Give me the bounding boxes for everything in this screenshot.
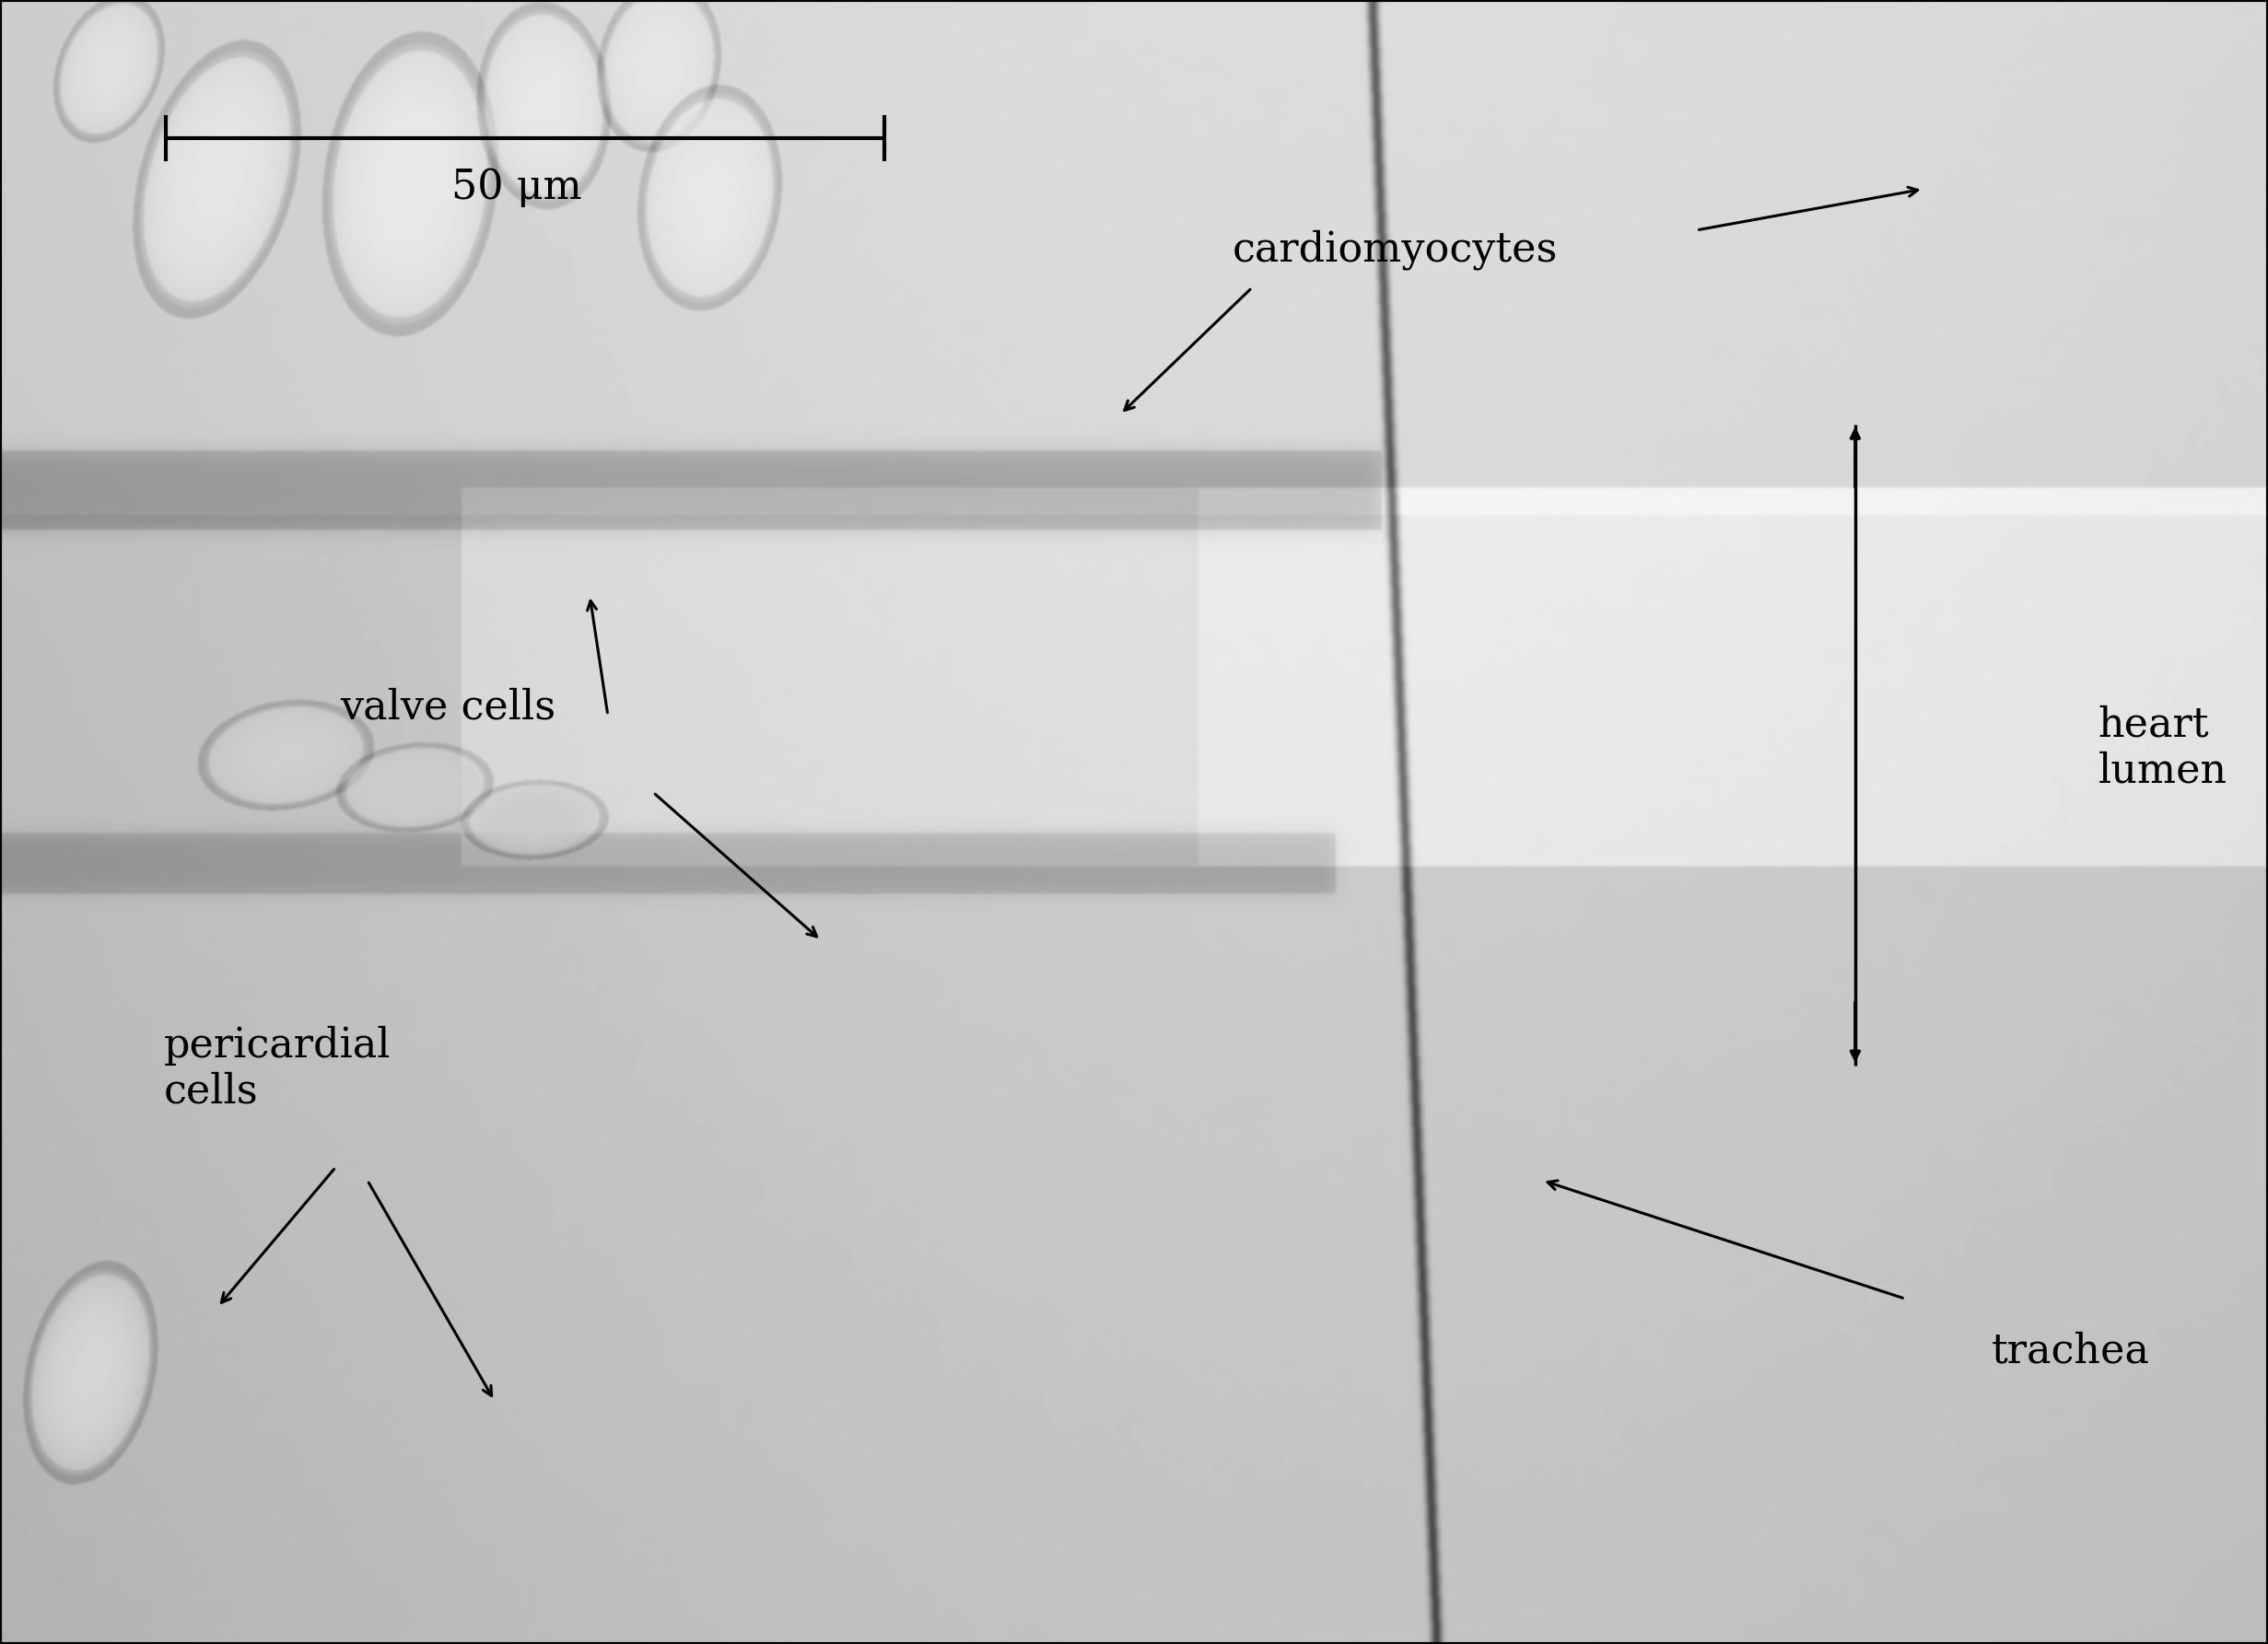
- Text: valve cells: valve cells: [340, 687, 556, 727]
- Text: pericardial
cells: pericardial cells: [163, 1026, 390, 1111]
- Text: 50 μm: 50 μm: [451, 168, 583, 207]
- Text: trachea: trachea: [1991, 1332, 2150, 1371]
- Text: cardiomyocytes: cardiomyocytes: [1232, 230, 1558, 270]
- Text: heart
lumen: heart lumen: [2098, 705, 2227, 791]
